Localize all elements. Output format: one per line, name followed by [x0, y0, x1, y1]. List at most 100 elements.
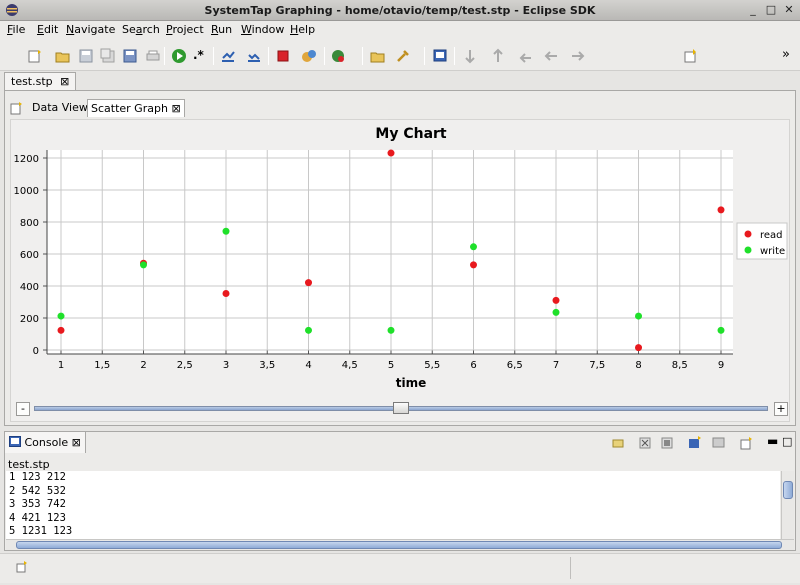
console-view-icon[interactable]	[432, 48, 448, 64]
previous-annotation-icon[interactable]	[490, 48, 506, 64]
data-point-write	[635, 312, 642, 320]
menu-help[interactable]: Help	[290, 23, 316, 36]
menu-search[interactable]: Search	[122, 23, 160, 36]
display-console-icon[interactable]	[712, 436, 726, 450]
console-horizontal-thumb[interactable]	[16, 541, 782, 549]
tab-data-view[interactable]: Data View	[32, 101, 88, 114]
y-tick-label: 1200	[14, 154, 39, 165]
zoom-out-button[interactable]: -	[16, 402, 30, 416]
graph-wizard-icon[interactable]	[301, 48, 317, 64]
data-point-read	[222, 290, 230, 298]
x-axis-title: time	[396, 376, 427, 390]
console-line: 2 542 532	[9, 484, 66, 497]
data-point-read	[552, 296, 560, 304]
x-tick-label: 7	[553, 360, 559, 371]
zoom-control: - +	[16, 400, 788, 418]
data-point-write	[305, 326, 312, 334]
x-tick-label: 1	[58, 360, 64, 371]
legend-label-write: write	[760, 246, 785, 257]
console-line: 1 123 212	[9, 471, 66, 483]
fast-view-icon[interactable]	[16, 561, 28, 573]
print-icon[interactable]	[145, 48, 161, 64]
y-tick-label: 800	[20, 218, 39, 229]
console-tab[interactable]: Console ⊠	[5, 432, 86, 453]
pin-console-icon[interactable]	[611, 436, 625, 450]
x-tick-label: 4	[305, 360, 311, 371]
console-output[interactable]: 1 123 212 2 542 532 3 353 742 4 421 123 …	[6, 471, 780, 539]
x-tick-label: 3,5	[259, 360, 275, 371]
y-tick-label: 0	[33, 346, 39, 357]
maximize-window-button[interactable]: □	[765, 3, 777, 16]
menu-file[interactable]: File	[7, 23, 26, 36]
menu-window[interactable]: Window	[241, 23, 285, 36]
remove-launch-icon[interactable]	[638, 436, 652, 450]
editor-tab-test-stp[interactable]: test.stp ⊠	[4, 72, 77, 90]
stop-icon[interactable]	[275, 48, 291, 64]
next-annotation-icon[interactable]	[462, 48, 478, 64]
x-tick-label: 2	[140, 360, 146, 371]
close-tab-icon[interactable]: ⊠	[171, 102, 181, 115]
chart-export-icon[interactable]	[220, 48, 236, 64]
console-vertical-thumb[interactable]	[783, 481, 793, 499]
console-vertical-scrollbar[interactable]	[781, 471, 794, 539]
console-source-label: test.stp	[8, 458, 50, 471]
x-tick-label: 6,5	[507, 360, 523, 371]
x-tick-label: 1,5	[94, 360, 110, 371]
run-icon[interactable]	[171, 48, 187, 64]
tab-scatter-graph[interactable]: Scatter Graph ⊠	[87, 99, 185, 117]
minimize-view-button[interactable]: ▬	[767, 434, 779, 448]
scatter-chart: 1 1,5 2 2,5 3 3,5 4 4,5 5 5,5 6 6,5 7 7,5 8 8,5 9 0 200 400…	[14, 126, 788, 390]
data-point-read	[470, 261, 477, 269]
chart-import-icon[interactable]	[246, 48, 262, 64]
data-point-write	[222, 227, 230, 235]
open-console-icon[interactable]	[740, 436, 754, 450]
data-point-write	[387, 326, 395, 334]
tools-dropdown-icon[interactable]	[395, 48, 411, 64]
status-divider	[570, 557, 571, 579]
save-all-icon[interactable]	[122, 48, 138, 64]
x-tick-label: 5,5	[424, 360, 440, 371]
plot-area	[47, 150, 733, 354]
y-tick-label: 200	[20, 314, 39, 325]
menu-project[interactable]: Project	[166, 23, 204, 36]
maximize-view-button[interactable]: □	[782, 435, 793, 448]
close-tab-icon[interactable]: ⊠	[71, 436, 81, 449]
data-point-write	[552, 308, 560, 316]
zoom-in-button[interactable]: +	[774, 402, 788, 416]
last-edit-location-icon[interactable]	[518, 48, 534, 64]
x-tick-label: 4,5	[342, 360, 358, 371]
back-icon[interactable]	[543, 48, 559, 64]
new-console-icon[interactable]	[688, 436, 702, 450]
data-point-read	[387, 149, 395, 157]
more-toolbar-button[interactable]: »	[782, 47, 790, 62]
chart-legend	[736, 222, 788, 260]
new-icon[interactable]	[27, 48, 43, 64]
main-toolbar: .* »	[0, 39, 800, 71]
close-window-button[interactable]: ✕	[784, 3, 794, 16]
menu-edit[interactable]: Edit	[37, 23, 59, 36]
window-title: SystemTap Graphing - home/otavio/temp/te…	[204, 4, 596, 17]
menu-navigate[interactable]: Navigate	[66, 23, 116, 36]
console-line: 5 1231 123	[9, 525, 73, 537]
debug-dropdown-icon[interactable]	[331, 48, 347, 64]
regex-search-button[interactable]: .*	[193, 48, 204, 62]
data-point-read	[57, 326, 65, 334]
open-perspective-icon[interactable]	[683, 48, 699, 64]
save-icon[interactable]	[78, 48, 94, 64]
save-as-icon[interactable]	[100, 48, 116, 64]
close-tab-icon[interactable]: ⊠	[60, 75, 70, 88]
x-tick-label: 7,5	[589, 360, 605, 371]
menu-run[interactable]: Run	[211, 23, 233, 36]
x-tick-label: 6	[470, 360, 476, 371]
console-horizontal-scrollbar[interactable]	[6, 539, 794, 550]
new-graph-icon[interactable]	[10, 101, 24, 115]
minimize-window-button[interactable]: _	[750, 3, 756, 16]
open-type-icon[interactable]	[370, 48, 386, 64]
zoom-slider-thumb[interactable]	[393, 402, 409, 414]
x-tick-label: 8,5	[672, 360, 688, 371]
forward-icon[interactable]	[570, 48, 586, 64]
open-folder-icon[interactable]	[55, 48, 71, 64]
remove-all-launches-icon[interactable]	[660, 436, 674, 450]
window-titlebar: SystemTap Graphing - home/otavio/temp/te…	[0, 0, 800, 21]
eclipse-app-icon	[6, 4, 18, 16]
